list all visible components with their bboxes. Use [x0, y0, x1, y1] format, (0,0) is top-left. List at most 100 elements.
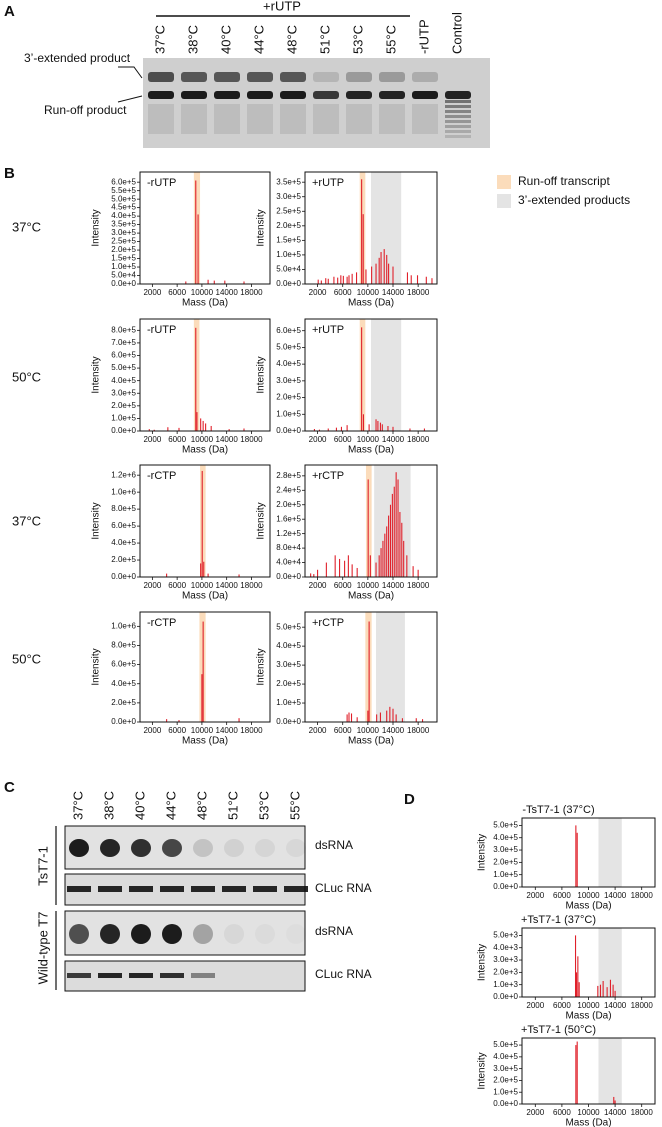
y-tick-label: 3.5e+5 — [111, 220, 136, 229]
y-tick-label: 2.0e+3 — [493, 967, 518, 976]
panel-letter: C — [4, 779, 15, 796]
y-tick-label: 4.0e+4 — [276, 558, 301, 567]
y-axis-label: Intensity — [91, 502, 102, 539]
x-axis-label: Mass (Da) — [182, 445, 228, 456]
gel-band — [412, 72, 438, 82]
chart-title: +rCTP — [312, 470, 344, 482]
plot-frame — [304, 171, 438, 285]
x-tick-label: 2000 — [526, 1001, 544, 1010]
y-tick-label: 2.5e+5 — [276, 206, 301, 215]
gel-smear — [412, 104, 438, 134]
y-tick-label: 1.0e+5 — [111, 414, 136, 423]
gel-band — [313, 91, 339, 99]
x-tick-label: 6000 — [168, 726, 186, 735]
y-axis-label: Intensity — [256, 356, 267, 393]
row-label: 50°C — [12, 651, 41, 666]
y-tick-label: 2.0e+5 — [276, 500, 301, 509]
y-tick-label: 1.0e+5 — [276, 250, 301, 259]
x-tick-label: 18000 — [407, 581, 430, 590]
y-tick-label: 0.0e+0 — [493, 992, 518, 1001]
x-tick-label: 18000 — [407, 726, 430, 735]
y-axis-label: Intensity — [256, 502, 267, 539]
y-tick-label: 1.5e+5 — [276, 235, 301, 244]
y-tick-label: 3.0e+5 — [276, 192, 301, 201]
gel-smear — [445, 115, 471, 118]
x-tick-label: 10000 — [357, 288, 380, 297]
y-tick-label: 3.0e+5 — [111, 388, 136, 397]
y-tick-label: 1.6e+5 — [276, 514, 301, 523]
y-tick-label: 5.0e+5 — [276, 622, 301, 631]
y-tick-label: 2.0e+5 — [111, 245, 136, 254]
x-tick-label: 6000 — [334, 435, 352, 444]
y-tick-label: 2.4e+5 — [276, 485, 301, 494]
y-axis-label: Intensity — [91, 356, 102, 393]
x-axis-label: Mass (Da) — [565, 1011, 611, 1022]
x-tick-label: 18000 — [631, 891, 654, 900]
y-tick-label: 4.0e+5 — [111, 679, 136, 688]
group-label: +rUTP — [263, 0, 301, 13]
y-tick-label: 1.0e+5 — [111, 262, 136, 271]
gel-band — [346, 91, 372, 99]
row-label: 50°C — [12, 369, 41, 384]
lane-label: 37°C — [70, 791, 85, 820]
dot — [100, 839, 120, 857]
legend-swatch — [497, 194, 511, 208]
band — [129, 886, 153, 892]
shaded-region — [199, 612, 206, 722]
lane-label: 51°C — [317, 25, 332, 54]
x-tick-label: 10000 — [577, 891, 600, 900]
y-tick-label: 5.0e+5 — [111, 194, 136, 203]
dot — [162, 924, 182, 944]
gel-smear — [445, 130, 471, 133]
y-tick-label: 5.0e+5 — [111, 363, 136, 372]
y-axis-label: Intensity — [477, 834, 488, 871]
y-tick-label: 2.0e+5 — [111, 555, 136, 564]
y-tick-label: 5.5e+5 — [111, 186, 136, 195]
y-tick-label: 8.0e+4 — [276, 543, 301, 552]
x-axis-label: Mass (Da) — [182, 298, 228, 309]
lane-label: 37°C — [152, 25, 167, 54]
y-axis-label: Intensity — [477, 1052, 488, 1089]
panel-letter: B — [4, 165, 15, 182]
group-label: TsT7-1 — [35, 846, 50, 886]
x-tick-label: 14000 — [604, 891, 627, 900]
y-tick-label: 6.0e+5 — [111, 521, 136, 530]
x-tick-label: 18000 — [240, 435, 263, 444]
gel-smear — [247, 104, 273, 134]
gel-smear — [346, 104, 372, 134]
y-tick-label: 4.0e+3 — [493, 943, 518, 952]
gel-band — [181, 91, 207, 99]
dot — [255, 924, 275, 944]
shaded-region — [193, 319, 200, 431]
lane-label: -rUTP — [416, 19, 431, 54]
x-tick-label: 10000 — [191, 581, 214, 590]
y-tick-label: 8.0e+5 — [111, 325, 136, 334]
gel-band — [148, 72, 174, 82]
shaded-region — [359, 319, 366, 431]
gel-smear — [379, 104, 405, 134]
dot — [193, 924, 213, 944]
dot — [255, 839, 275, 857]
x-tick-label: 14000 — [604, 1108, 627, 1117]
y-tick-label: 1.0e+5 — [493, 870, 518, 879]
gel-band — [148, 91, 174, 99]
row-label: 37°C — [12, 513, 41, 528]
x-axis-label: Mass (Da) — [565, 1118, 611, 1127]
y-tick-label: 2.0e+5 — [276, 221, 301, 230]
y-tick-label: 4.5e+5 — [111, 203, 136, 212]
x-tick-label: 18000 — [407, 435, 430, 444]
legend-label: Run-off transcript — [518, 174, 610, 188]
plot-frame — [521, 927, 656, 998]
gel-smear — [445, 105, 471, 108]
y-tick-label: 0.0e+0 — [276, 279, 301, 288]
band — [284, 886, 308, 892]
y-tick-label: 5.0e+5 — [493, 821, 518, 830]
y-tick-label: 4.0e+5 — [493, 1052, 518, 1061]
x-tick-label: 10000 — [357, 581, 380, 590]
band — [129, 973, 153, 978]
band — [191, 973, 215, 978]
y-tick-label: 3.0e+5 — [493, 845, 518, 854]
dot — [224, 924, 244, 944]
lane-label: 44°C — [163, 791, 178, 820]
chart-title: +TsT7-1 (37°C) — [521, 914, 596, 926]
